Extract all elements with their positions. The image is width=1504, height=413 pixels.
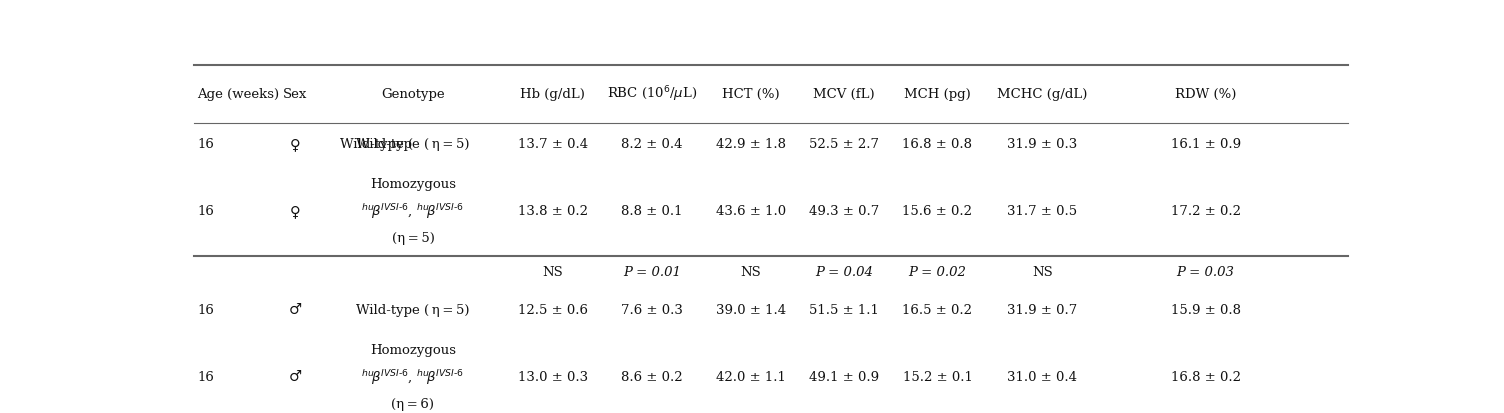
Text: 16: 16: [197, 138, 214, 152]
Text: 42.0 ± 1.1: 42.0 ± 1.1: [716, 370, 787, 384]
Text: RDW (%): RDW (%): [1175, 88, 1236, 101]
Text: 7.6 ± 0.3: 7.6 ± 0.3: [621, 304, 683, 317]
Text: 43.6 ± 1.0: 43.6 ± 1.0: [716, 205, 787, 218]
Text: 52.5 ± 2.7: 52.5 ± 2.7: [809, 138, 880, 152]
Text: 16.5 ± 0.2: 16.5 ± 0.2: [902, 304, 973, 317]
Text: 17.2 ± 0.2: 17.2 ± 0.2: [1170, 205, 1241, 218]
Text: 8.6 ± 0.2: 8.6 ± 0.2: [621, 370, 683, 384]
Text: MCV (fL): MCV (fL): [814, 88, 875, 101]
Text: (η = 6): (η = 6): [391, 398, 435, 411]
Text: Homozygous: Homozygous: [370, 178, 456, 191]
Text: $^{hu}\!\beta^{IVSI\text{-}6}$, $^{hu}\!\beta^{IVSI\text{-}6}$: $^{hu}\!\beta^{IVSI\text{-}6}$, $^{hu}\!…: [361, 368, 465, 387]
Text: RBC (10$^6$/$\mu$L): RBC (10$^6$/$\mu$L): [606, 84, 696, 104]
Text: 16: 16: [197, 370, 214, 384]
Text: 42.9 ± 1.8: 42.9 ± 1.8: [716, 138, 787, 152]
Text: Age (weeks): Age (weeks): [197, 88, 280, 101]
Text: Wild-type ( η = 5): Wild-type ( η = 5): [356, 304, 469, 317]
Text: 16.8 ± 0.8: 16.8 ± 0.8: [902, 138, 973, 152]
Text: HCT (%): HCT (%): [722, 88, 779, 101]
Text: Homozygous: Homozygous: [370, 344, 456, 356]
Text: Wild-type ( η = 5): Wild-type ( η = 5): [356, 138, 469, 152]
Text: 31.9 ± 0.7: 31.9 ± 0.7: [1008, 304, 1077, 317]
Text: Hb (g/dL): Hb (g/dL): [520, 88, 585, 101]
Text: 13.0 ± 0.3: 13.0 ± 0.3: [517, 370, 588, 384]
Text: 16.1 ± 0.9: 16.1 ± 0.9: [1170, 138, 1241, 152]
Text: P = 0.03: P = 0.03: [1176, 266, 1235, 279]
Text: ♀: ♀: [290, 205, 301, 219]
Text: Wild-type (: Wild-type (: [340, 138, 414, 152]
Text: Genotype: Genotype: [381, 88, 445, 101]
Text: 8.8 ± 0.1: 8.8 ± 0.1: [621, 205, 683, 218]
Text: 12.5 ± 0.6: 12.5 ± 0.6: [517, 304, 588, 317]
Text: MCHC (g/dL): MCHC (g/dL): [997, 88, 1087, 101]
Text: P = 0.01: P = 0.01: [623, 266, 681, 279]
Text: 31.9 ± 0.3: 31.9 ± 0.3: [1008, 138, 1077, 152]
Text: 31.7 ± 0.5: 31.7 ± 0.5: [1008, 205, 1077, 218]
Text: 16: 16: [197, 304, 214, 317]
Text: 51.5 ± 1.1: 51.5 ± 1.1: [809, 304, 880, 317]
Text: P = 0.02: P = 0.02: [908, 266, 967, 279]
Text: ♀: ♀: [290, 138, 301, 152]
Text: P = 0.04: P = 0.04: [815, 266, 874, 279]
Text: 49.1 ± 0.9: 49.1 ± 0.9: [809, 370, 880, 384]
Text: NS: NS: [543, 266, 562, 279]
Text: 13.8 ± 0.2: 13.8 ± 0.2: [517, 205, 588, 218]
Text: ♂: ♂: [289, 303, 302, 317]
Text: NS: NS: [1032, 266, 1053, 279]
Text: 49.3 ± 0.7: 49.3 ± 0.7: [809, 205, 880, 218]
Text: 16.8 ± 0.2: 16.8 ± 0.2: [1170, 370, 1241, 384]
Text: 16: 16: [197, 205, 214, 218]
Text: 8.2 ± 0.4: 8.2 ± 0.4: [621, 138, 683, 152]
Text: 39.0 ± 1.4: 39.0 ± 1.4: [716, 304, 787, 317]
Text: MCH (pg): MCH (pg): [904, 88, 972, 101]
Text: 15.9 ± 0.8: 15.9 ± 0.8: [1170, 304, 1241, 317]
Text: (η = 5): (η = 5): [391, 232, 435, 245]
Text: Sex: Sex: [283, 88, 307, 101]
Text: 15.2 ± 0.1: 15.2 ± 0.1: [902, 370, 973, 384]
Text: 15.6 ± 0.2: 15.6 ± 0.2: [902, 205, 973, 218]
Text: $^{hu}\!\beta^{IVSI\text{-}6}$, $^{hu}\!\beta^{IVSI\text{-}6}$: $^{hu}\!\beta^{IVSI\text{-}6}$, $^{hu}\!…: [361, 202, 465, 221]
Text: ♂: ♂: [289, 370, 302, 384]
Text: 13.7 ± 0.4: 13.7 ± 0.4: [517, 138, 588, 152]
Text: 31.0 ± 0.4: 31.0 ± 0.4: [1008, 370, 1077, 384]
Text: NS: NS: [740, 266, 761, 279]
